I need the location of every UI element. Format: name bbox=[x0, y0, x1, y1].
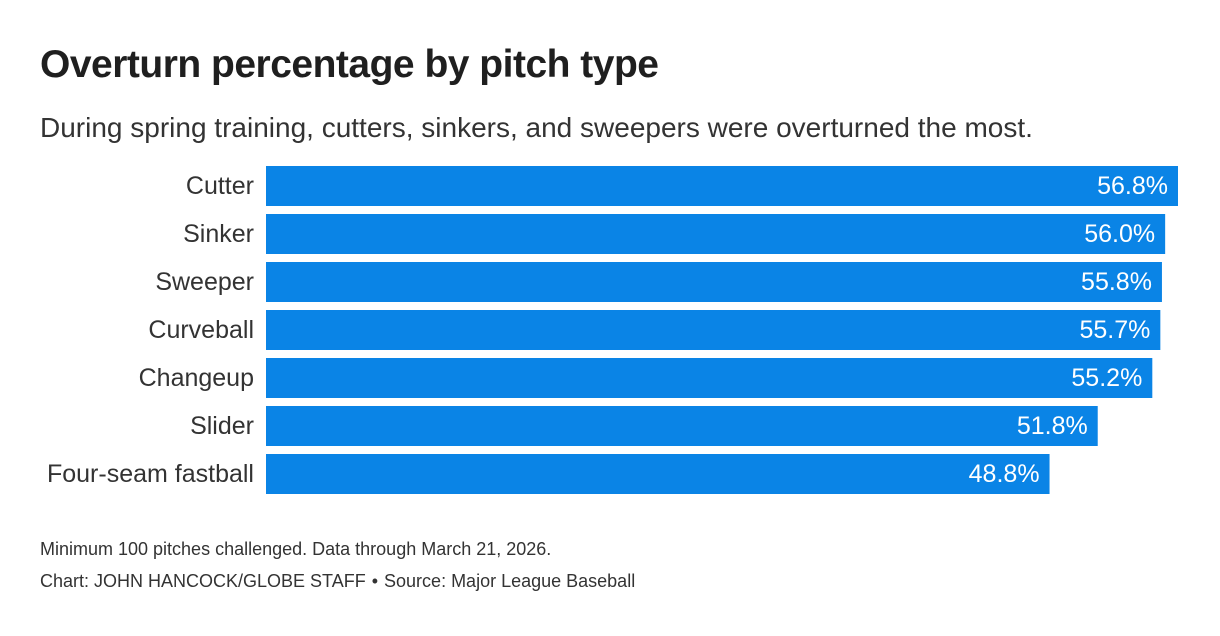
bar-sinker bbox=[266, 214, 1166, 254]
value-label: 55.2% bbox=[1071, 364, 1142, 392]
chart-subtitle: During spring training, cutters, sinkers… bbox=[40, 112, 1033, 143]
chart-credit-line: Chart: JOHN HANCOCK/GLOBE STAFF • Source: … bbox=[40, 568, 635, 594]
credit-separator: • bbox=[371, 571, 379, 591]
bar-slider bbox=[266, 406, 1098, 446]
value-label: 56.8% bbox=[1097, 172, 1168, 200]
category-label: Changeup bbox=[139, 364, 254, 392]
category-label: Cutter bbox=[186, 172, 254, 200]
value-label: 56.0% bbox=[1084, 220, 1155, 248]
bar-sweeper bbox=[266, 262, 1162, 302]
source-text: Source: Major League Baseball bbox=[384, 571, 636, 591]
category-label: Sweeper bbox=[155, 268, 254, 296]
category-label: Four-seam fastball bbox=[47, 460, 254, 488]
value-label: 51.8% bbox=[1017, 412, 1088, 440]
bar-curveball bbox=[266, 310, 1161, 350]
value-label: 48.8% bbox=[969, 460, 1040, 488]
category-label: Sinker bbox=[183, 220, 254, 248]
bar-cutter bbox=[266, 166, 1178, 206]
chart-title: Overturn percentage by pitch type bbox=[40, 43, 659, 86]
category-label: Curveball bbox=[148, 316, 254, 344]
bar-changeup bbox=[266, 358, 1153, 398]
value-label: 55.8% bbox=[1081, 268, 1152, 296]
value-label: 55.7% bbox=[1079, 316, 1150, 344]
credit-text: Chart: JOHN HANCOCK/GLOBE STAFF bbox=[40, 571, 366, 591]
category-label: Slider bbox=[190, 412, 254, 440]
bar-four-seam-fastball bbox=[266, 454, 1050, 494]
chart-note: Minimum 100 pitches challenged. Data thr… bbox=[40, 539, 552, 559]
